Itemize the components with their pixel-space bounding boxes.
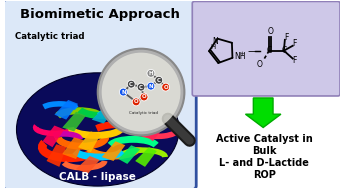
Polygon shape: [54, 100, 78, 120]
Polygon shape: [47, 144, 66, 167]
Text: H: H: [210, 43, 215, 50]
FancyBboxPatch shape: [192, 2, 340, 96]
Circle shape: [127, 80, 135, 88]
Text: O: O: [267, 27, 273, 36]
Text: Catalytic triad: Catalytic triad: [15, 32, 85, 41]
Text: Biomimetic Approach: Biomimetic Approach: [20, 8, 180, 21]
Text: F: F: [285, 33, 289, 42]
Polygon shape: [102, 141, 125, 161]
Circle shape: [147, 69, 155, 77]
Polygon shape: [92, 104, 117, 124]
Text: C: C: [139, 85, 143, 90]
Text: C: C: [157, 78, 161, 83]
Polygon shape: [42, 125, 64, 147]
Text: O: O: [164, 85, 168, 90]
Text: —: —: [248, 46, 259, 56]
Circle shape: [137, 83, 145, 91]
Circle shape: [132, 98, 140, 106]
Polygon shape: [112, 96, 136, 116]
Text: O: O: [142, 94, 146, 99]
Polygon shape: [62, 137, 84, 159]
Circle shape: [155, 76, 163, 84]
Polygon shape: [78, 131, 101, 152]
Text: N: N: [149, 84, 153, 89]
Circle shape: [162, 83, 170, 91]
Text: O: O: [134, 99, 138, 104]
Text: N: N: [121, 90, 126, 94]
Polygon shape: [135, 147, 157, 167]
Text: CALB - lipase: CALB - lipase: [59, 172, 136, 182]
Text: F: F: [292, 56, 297, 65]
Text: Bulk: Bulk: [252, 146, 276, 156]
Text: C: C: [129, 82, 133, 87]
Polygon shape: [245, 98, 281, 128]
Polygon shape: [145, 120, 166, 141]
Polygon shape: [76, 156, 100, 174]
Text: F: F: [292, 39, 297, 48]
Text: Active Catalyst in: Active Catalyst in: [216, 134, 312, 144]
Circle shape: [98, 49, 184, 135]
Text: N: N: [212, 37, 218, 46]
Ellipse shape: [17, 73, 179, 186]
Polygon shape: [118, 145, 140, 164]
Text: C: C: [267, 46, 272, 55]
Polygon shape: [131, 105, 155, 125]
Circle shape: [119, 88, 127, 96]
Text: ROP: ROP: [253, 170, 276, 180]
Text: O: O: [256, 60, 262, 69]
Text: +: +: [240, 51, 245, 56]
Circle shape: [140, 93, 148, 101]
Text: H: H: [149, 71, 153, 76]
Text: L- and D-Lactide: L- and D-Lactide: [219, 158, 309, 168]
Circle shape: [147, 82, 155, 90]
Text: C: C: [281, 46, 287, 55]
FancyBboxPatch shape: [3, 0, 196, 189]
Text: NH: NH: [234, 52, 246, 61]
Circle shape: [102, 53, 181, 131]
Text: Catalytic triad: Catalytic triad: [129, 111, 157, 115]
Polygon shape: [62, 112, 86, 131]
